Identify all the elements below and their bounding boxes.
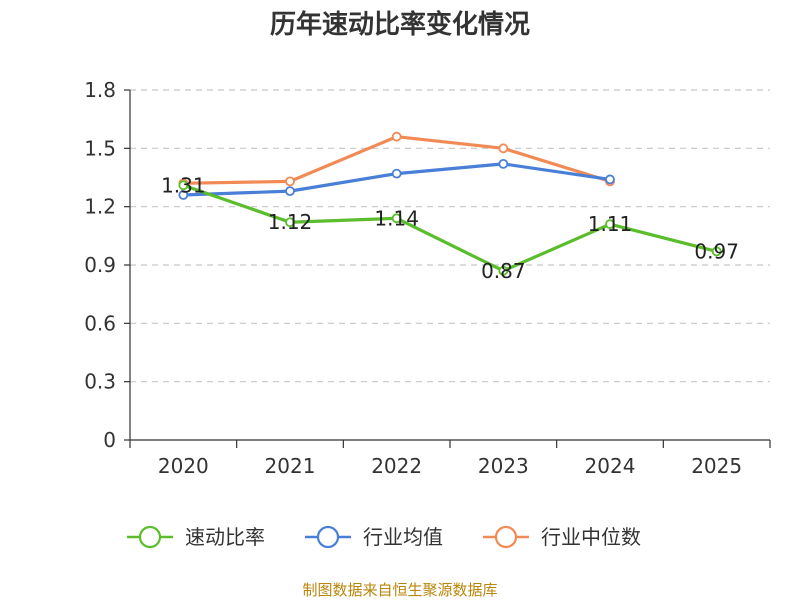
x-tick-label: 2020 — [158, 454, 209, 478]
series-0-point[interactable] — [605, 219, 615, 230]
series-1-point[interactable] — [391, 168, 402, 179]
legend-label: 速动比率 — [185, 525, 265, 549]
series-0-point[interactable] — [711, 246, 722, 257]
legend-label: 行业均值 — [363, 525, 443, 549]
series-0-point[interactable] — [498, 265, 509, 276]
x-tick-label: 2023 — [478, 454, 529, 478]
y-tick-label: 0.3 — [84, 370, 116, 394]
data-label: 1.12 — [268, 210, 313, 234]
series-1-point[interactable] — [178, 190, 189, 200]
data-labels: 1.31 1.12 1.14 0.87 1.11 0.97 — [161, 173, 739, 283]
source-note: 制图数据来自恒生聚源数据库 — [302, 581, 497, 599]
series-2-point[interactable] — [391, 131, 402, 142]
legend-label: 行业中位数 — [541, 525, 641, 549]
legend-swatch-marker — [316, 525, 340, 549]
x-tick-label: 2025 — [691, 454, 742, 478]
series-0-point[interactable] — [391, 213, 402, 224]
series-0-point[interactable] — [178, 180, 189, 191]
y-tick-label: 1.8 — [84, 78, 116, 102]
axes: 0 0.3 0.6 0.9 1.2 1.5 1.8 2020 2021 2022 2023 2024 2… — [84, 78, 771, 478]
legend-swatch-marker — [494, 525, 518, 549]
data-label: 0.87 — [481, 259, 526, 283]
series-line-1 — [183, 162, 611, 197]
series-1-point[interactable] — [285, 186, 295, 197]
legend[interactable]: 速动比率 行业均值 行业中位数 — [127, 525, 641, 549]
y-tick-label: 0 — [103, 428, 116, 452]
series-2-point[interactable] — [285, 176, 295, 187]
legend-item-0[interactable]: 速动比率 — [127, 525, 265, 549]
x-tick-label: 2022 — [371, 454, 422, 478]
grid-lines — [130, 89, 770, 383]
y-tick-label: 0.6 — [84, 311, 116, 335]
series-layer — [178, 131, 722, 276]
legend-item-2[interactable]: 行业中位数 — [483, 525, 641, 549]
series-2-point[interactable] — [498, 143, 509, 154]
data-label: 1.31 — [161, 173, 206, 197]
series-line-0 — [182, 183, 718, 273]
legend-item-1[interactable]: 行业均值 — [305, 525, 443, 549]
series-1-point[interactable] — [498, 158, 509, 169]
x-tick-label: 2021 — [265, 454, 316, 478]
data-label: 0.97 — [694, 239, 739, 263]
y-tick-label: 1.5 — [84, 136, 116, 160]
data-label: 1.14 — [374, 206, 419, 230]
series-1-point[interactable] — [605, 174, 615, 185]
legend-swatch-marker — [138, 525, 162, 549]
chart-title: 历年速动比率变化情况 — [270, 9, 530, 40]
y-tick-label: 1.2 — [84, 195, 116, 219]
data-label: 1.11 — [588, 212, 633, 236]
x-tick-label: 2024 — [585, 454, 636, 478]
y-tick-label: 0.9 — [84, 253, 116, 277]
series-0-point[interactable] — [285, 217, 295, 228]
